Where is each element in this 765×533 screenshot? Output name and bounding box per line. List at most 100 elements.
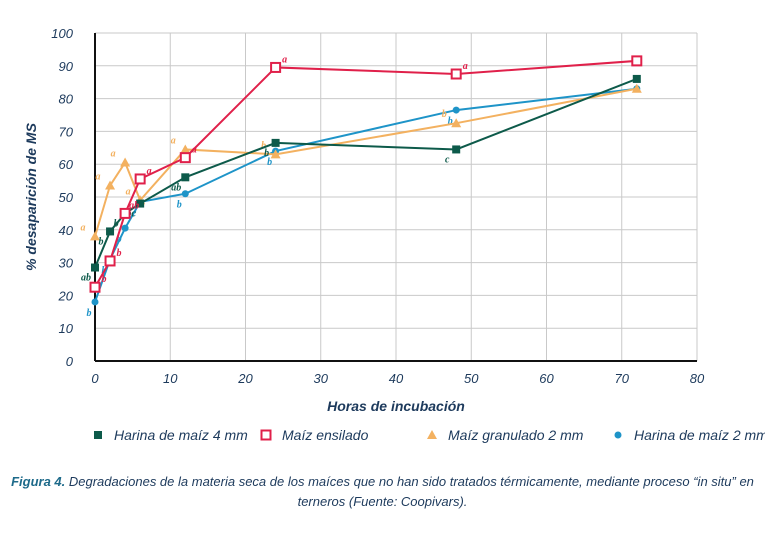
caption-text: Degradaciones de la materia seca de los …: [65, 474, 754, 509]
data-point: [89, 281, 101, 293]
significance-label: a: [126, 186, 131, 197]
significance-label: b: [87, 308, 92, 319]
significance-label: a: [463, 61, 468, 72]
significance-label: a: [111, 149, 116, 160]
y-tick-label: 0: [66, 354, 74, 369]
data-point: [631, 83, 642, 93]
series-line: [94, 87, 637, 303]
data-point: [451, 118, 462, 128]
y-tick-label: 50: [59, 190, 74, 205]
significance-label: c: [132, 208, 137, 219]
significance-label: ab: [81, 273, 91, 284]
significance-label: b: [117, 234, 122, 245]
significance-label: b: [448, 116, 453, 127]
x-tick-label: 30: [314, 371, 329, 386]
series-line: [94, 87, 637, 237]
legend-label: Harina de maíz 2 mm: [634, 427, 765, 443]
data-point: [181, 190, 189, 198]
data-point: [91, 298, 99, 306]
line-chart: 0 10 20 30 40 50 60 70 80 0 10 20 30 40 50 60 70 80 90 100…: [23, 26, 765, 443]
series-line: [94, 59, 637, 288]
significance-label: a: [81, 222, 86, 233]
significance-label: bc: [126, 209, 136, 220]
x-tick-label: 80: [690, 371, 705, 386]
legend-marker: [94, 431, 102, 439]
y-tick-label: 40: [59, 223, 74, 238]
axes: [94, 33, 697, 362]
figure-caption: Figura 4. Degradaciones de la materia se…: [0, 472, 765, 512]
x-tick-label: 60: [539, 371, 554, 386]
x-tick-labels: 0 10 20 30 40 50 60 70 80: [91, 371, 705, 386]
data-point: [136, 199, 145, 208]
significance-label: a: [171, 135, 176, 146]
x-tick-label: 20: [237, 371, 253, 386]
data-point: [450, 68, 462, 80]
data-point: [452, 145, 461, 154]
legend-marker: [427, 430, 437, 439]
significance-label: b: [99, 236, 104, 247]
x-tick-label: 40: [389, 371, 404, 386]
y-tick-label: 70: [59, 124, 74, 139]
data-point: [90, 231, 100, 241]
significance-label: a: [282, 54, 287, 65]
legend-item: Harina de maíz 4 mm: [94, 427, 248, 443]
data-point: [104, 255, 116, 267]
significance-label: b: [261, 140, 266, 151]
significance-label: c: [445, 154, 450, 165]
significance-label: b: [267, 157, 272, 168]
significance-label: a: [147, 166, 152, 177]
legend-item: Maíz ensilado: [260, 427, 369, 443]
legend-label: Harina de maíz 4 mm: [114, 427, 248, 443]
figure-label: Figura 4.: [11, 474, 66, 489]
significance-label: b: [264, 148, 269, 159]
data-point: [270, 149, 281, 159]
y-tick-label: 30: [59, 256, 74, 271]
legend-label: Maíz granulado 2 mm: [448, 427, 584, 443]
y-tick-label: 80: [59, 92, 74, 107]
y-axis-title: % desaparición de MS: [23, 122, 39, 270]
y-tick-label: 60: [59, 157, 74, 172]
legend-label: Maíz ensilado: [282, 427, 369, 443]
data-point: [631, 55, 643, 67]
significance-label: ab: [129, 200, 139, 211]
significance-label: b: [442, 109, 447, 120]
legend: Harina de maíz 4 mm Maíz ensilado Maíz gra…: [94, 427, 765, 443]
data-point: [134, 173, 146, 185]
y-tick-label: 90: [59, 59, 74, 74]
data-point: [105, 180, 116, 190]
series-line: [94, 77, 638, 268]
data-point: [632, 74, 641, 83]
data-point: [452, 106, 460, 114]
x-tick-label: 0: [91, 371, 99, 386]
y-tick-label: 10: [59, 321, 74, 336]
x-tick-label: 10: [163, 371, 178, 386]
significance-label: b: [177, 200, 182, 211]
significance-label: b: [117, 248, 122, 259]
legend-item: Maíz granulado 2 mm: [427, 427, 584, 443]
data-point: [121, 224, 129, 232]
data-point: [179, 152, 191, 164]
x-tick-label: 50: [464, 371, 479, 386]
legend-item: Harina de maíz 2 mm: [614, 427, 765, 443]
data-point: [181, 173, 190, 182]
legend-marker: [260, 429, 272, 441]
y-tick-labels: 0 10 20 30 40 50 60 70 80 90 100: [51, 26, 73, 369]
y-tick-label: 20: [58, 288, 74, 303]
significance-label: b: [102, 274, 107, 285]
significance-label: a: [96, 172, 101, 183]
data-point: [120, 157, 131, 167]
x-tick-label: 70: [615, 371, 630, 386]
data-point: [119, 207, 131, 219]
significance-label: ab: [171, 182, 181, 193]
data-point: [91, 263, 99, 272]
significance-label: b: [114, 218, 119, 229]
x-axis-title: Horas de incubación: [327, 398, 465, 414]
significance-label: a: [192, 145, 197, 156]
legend-marker: [614, 431, 622, 439]
data-point: [271, 138, 280, 147]
